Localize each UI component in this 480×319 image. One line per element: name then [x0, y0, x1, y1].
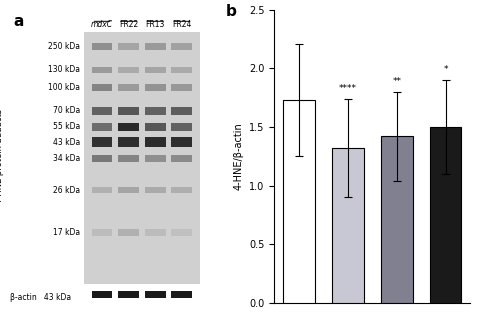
Bar — [118, 229, 139, 236]
Bar — [145, 291, 166, 298]
Y-axis label: 4-HNE/β-actin: 4-HNE/β-actin — [234, 122, 243, 190]
Bar — [430, 127, 461, 303]
Text: *: * — [444, 65, 448, 74]
Bar — [145, 229, 166, 236]
Bar — [118, 43, 139, 50]
Bar — [171, 123, 192, 131]
Bar — [118, 84, 139, 91]
Text: β-actin   43 kDa: β-actin 43 kDa — [10, 293, 71, 301]
Text: FR13: FR13 — [145, 20, 165, 29]
Text: a: a — [13, 14, 24, 29]
Bar — [145, 67, 166, 73]
Bar — [118, 187, 139, 193]
Bar — [92, 107, 112, 115]
Bar — [92, 229, 112, 236]
Bar — [84, 32, 200, 284]
Bar — [171, 291, 192, 298]
Bar — [92, 67, 112, 73]
Text: **: ** — [392, 77, 401, 86]
Bar — [171, 43, 192, 50]
Bar — [381, 136, 413, 303]
Bar — [283, 100, 315, 303]
Bar — [332, 148, 364, 303]
Bar — [145, 43, 166, 50]
Text: FR24: FR24 — [172, 20, 192, 29]
Bar — [145, 107, 166, 115]
Bar — [171, 187, 192, 193]
Bar — [145, 84, 166, 91]
Bar — [171, 67, 192, 73]
Text: 26 kDa: 26 kDa — [53, 186, 80, 195]
Text: 55 kDa: 55 kDa — [53, 122, 80, 131]
Text: 43 kDa: 43 kDa — [53, 138, 80, 147]
Text: 130 kDa: 130 kDa — [48, 65, 80, 74]
Bar — [92, 137, 112, 147]
Bar — [171, 155, 192, 162]
Bar — [118, 155, 139, 162]
Bar — [92, 187, 112, 193]
Bar — [92, 155, 112, 162]
Bar — [171, 84, 192, 91]
Bar — [118, 123, 139, 131]
Text: 70 kDa: 70 kDa — [53, 106, 80, 115]
Text: mdxC: mdxC — [91, 20, 113, 29]
Bar — [145, 123, 166, 131]
Bar — [145, 137, 166, 147]
Bar — [118, 291, 139, 298]
Bar — [145, 155, 166, 162]
Text: 17 kDa: 17 kDa — [53, 228, 80, 237]
Bar — [92, 84, 112, 91]
Bar — [171, 107, 192, 115]
Text: 250 kDa: 250 kDa — [48, 42, 80, 51]
Text: 100 kDa: 100 kDa — [48, 83, 80, 92]
Bar — [92, 43, 112, 50]
Bar — [145, 187, 166, 193]
Text: b: b — [225, 4, 236, 19]
Text: ****: **** — [339, 84, 357, 93]
Text: FR22: FR22 — [119, 20, 138, 29]
Bar — [118, 67, 139, 73]
Bar — [171, 137, 192, 147]
Bar — [92, 291, 112, 298]
Text: 34 kDa: 34 kDa — [53, 154, 80, 163]
Bar — [118, 107, 139, 115]
Bar — [92, 123, 112, 131]
Bar — [118, 137, 139, 147]
Text: 4-HNE protein adducts: 4-HNE protein adducts — [0, 109, 4, 204]
Bar — [171, 229, 192, 236]
